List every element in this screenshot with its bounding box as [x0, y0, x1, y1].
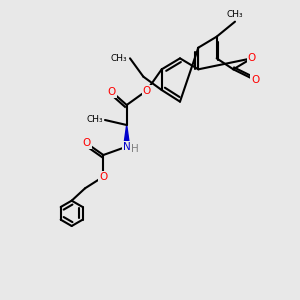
Text: N: N	[123, 142, 130, 152]
Text: CH₃: CH₃	[227, 10, 243, 19]
Text: O: O	[142, 86, 151, 96]
Text: H: H	[131, 144, 139, 154]
Text: O: O	[99, 172, 107, 182]
Text: O: O	[251, 75, 259, 85]
Polygon shape	[124, 125, 130, 147]
Text: O: O	[248, 53, 256, 63]
Text: CH₃: CH₃	[86, 116, 103, 124]
Text: O: O	[82, 138, 91, 148]
Text: O: O	[107, 87, 116, 97]
Text: CH₃: CH₃	[110, 54, 127, 63]
